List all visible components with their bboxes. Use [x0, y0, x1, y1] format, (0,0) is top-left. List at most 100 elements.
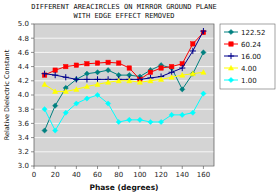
data-point: [84, 96, 89, 101]
y-tick: [31, 24, 34, 25]
y-tick: [31, 123, 34, 124]
y-tick-label: 4.2: [18, 77, 29, 85]
y-tick-label: 4.0: [18, 91, 29, 99]
y-axis-label: Relative Dielectric Constant: [3, 49, 11, 140]
data-point: [42, 82, 47, 87]
data-point: [63, 74, 69, 80]
y-tick: [31, 95, 34, 96]
x-tick-label: 40: [72, 171, 81, 179]
y-tick-label: 3.0: [18, 162, 29, 170]
x-tick: [161, 166, 162, 169]
data-point: [74, 63, 78, 67]
data-point: [200, 28, 206, 34]
title-line: DIFFERENT AREACIRCLES ON MIRROR GROUND P…: [31, 3, 216, 11]
data-point: [180, 112, 185, 117]
data-point: [74, 77, 79, 82]
data-point: [53, 103, 58, 108]
y-tick-label: 4.4: [18, 63, 30, 71]
data-point: [190, 71, 195, 76]
x-tick-label: 120: [154, 171, 167, 179]
grid-line: [34, 52, 214, 53]
data-point: [53, 68, 57, 72]
y-tick: [31, 137, 34, 138]
y-tick: [31, 80, 34, 81]
data-point: [53, 128, 58, 133]
chart: 3.03.23.43.63.84.04.24.44.64.85.00204060…: [0, 0, 278, 196]
data-point: [116, 119, 121, 124]
x-tick: [203, 166, 204, 169]
data-point: [137, 80, 142, 85]
data-point: [63, 110, 68, 115]
x-tick-label: 160: [197, 171, 210, 179]
legend-marker: [228, 53, 234, 59]
data-point: [95, 61, 99, 65]
y-tick-label: 5.0: [18, 20, 29, 28]
data-point: [73, 76, 79, 82]
data-point: [169, 75, 174, 80]
data-point: [106, 101, 111, 106]
x-tick: [97, 166, 98, 169]
data-point: [190, 110, 195, 115]
series-line: [45, 72, 204, 91]
data-point: [42, 128, 47, 133]
data-point: [63, 89, 68, 94]
y-tick: [31, 66, 34, 67]
data-point: [201, 50, 206, 55]
data-point: [116, 78, 121, 83]
legend-marker: [228, 29, 233, 34]
data-point: [201, 70, 206, 75]
data-point: [74, 101, 79, 106]
data-point: [148, 119, 153, 124]
legend-label: 122.52: [241, 29, 266, 37]
data-point: [169, 64, 173, 68]
data-point: [127, 66, 131, 70]
y-tick: [31, 52, 34, 53]
data-point: [169, 112, 174, 117]
x-tick-label: 0: [32, 171, 36, 179]
data-point: [190, 48, 196, 54]
data-point: [95, 82, 100, 87]
legend-label: 1.00: [241, 77, 257, 85]
legend-marker: [228, 77, 233, 82]
data-point: [158, 119, 163, 124]
data-point: [148, 70, 152, 74]
plot-area: [41, 28, 206, 133]
title: DIFFERENT AREACIRCLES ON MIRROR GROUND P…: [31, 3, 216, 20]
series-line: [45, 33, 204, 80]
x-tick: [76, 166, 77, 169]
data-point: [180, 73, 185, 78]
data-point: [84, 84, 89, 89]
data-point: [42, 107, 47, 112]
plot-background: [34, 24, 214, 166]
grid-line: [34, 123, 214, 124]
data-point: [95, 92, 100, 97]
data-point: [191, 42, 195, 46]
legend-marker: [229, 42, 233, 46]
data-point: [41, 71, 47, 77]
y-tick-label: 3.2: [18, 148, 29, 156]
data-point: [85, 62, 89, 66]
data-point: [84, 76, 90, 82]
legend-marker: [228, 65, 233, 70]
x-tick-label: 60: [93, 171, 102, 179]
data-point: [137, 117, 142, 122]
data-point: [159, 66, 163, 70]
data-point: [148, 78, 153, 83]
series-line: [45, 31, 204, 79]
x-tick: [55, 166, 56, 169]
legend-label: 4.00: [241, 65, 257, 73]
grid-line: [34, 151, 214, 152]
legend-label: 16.00: [241, 53, 261, 61]
y-tick-label: 4.8: [18, 35, 29, 43]
y-tick: [31, 151, 34, 152]
data-point: [116, 61, 120, 65]
y-tick: [31, 166, 34, 167]
x-tick-label: 100: [133, 171, 146, 179]
data-point: [158, 77, 163, 82]
data-point: [52, 72, 58, 78]
title-line: WITH EDGE EFFECT REMOVED: [73, 12, 174, 20]
y-tick: [31, 109, 34, 110]
series-line: [45, 94, 204, 131]
grid-line: [34, 66, 214, 67]
data-point: [106, 60, 110, 64]
